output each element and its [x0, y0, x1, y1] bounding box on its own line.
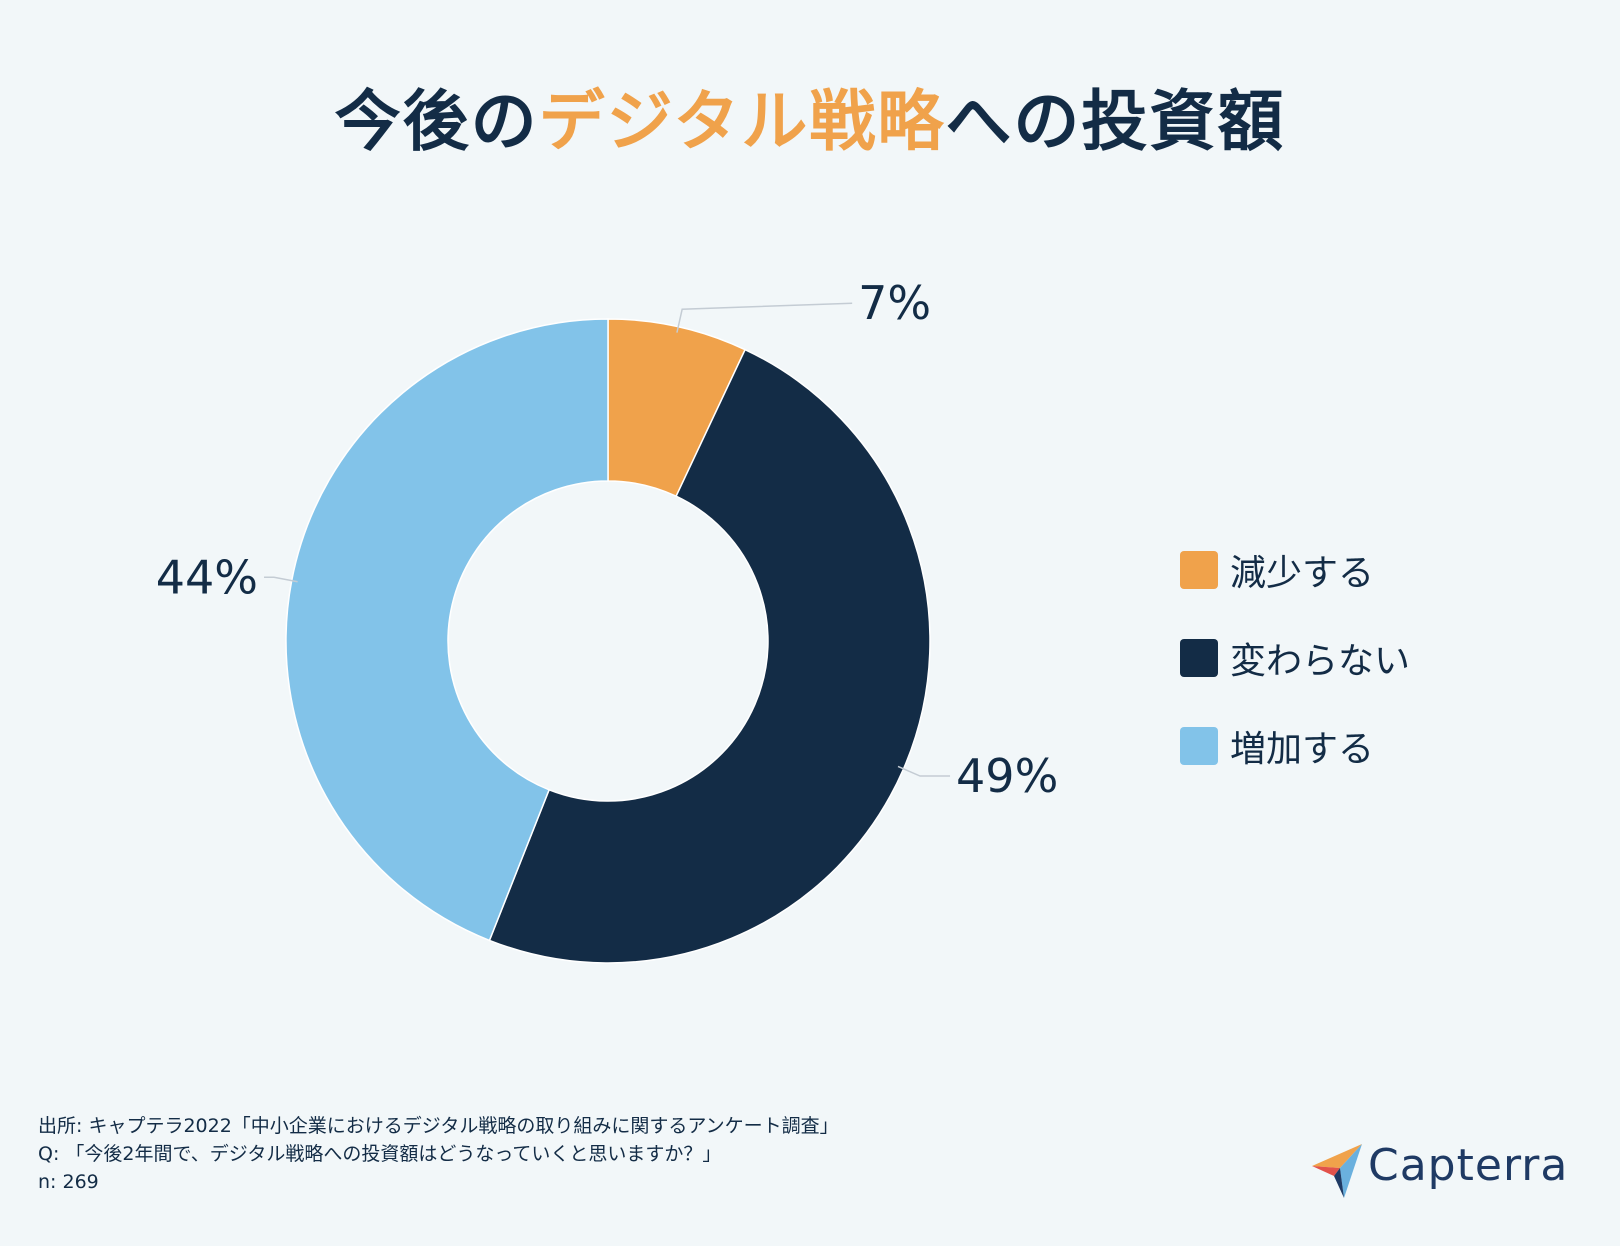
leader-line-decrease — [676, 302, 853, 333]
legend-label-increase: 増加する — [1230, 729, 1375, 770]
donut-chart: 7% 49% 44% — [156, 276, 1059, 964]
title-suffix: への投資額 — [945, 83, 1286, 160]
footer-notes: 出所: キャプテラ2022「中小企業におけるデジタル戦略の取り組みに関するアンケ… — [38, 1112, 839, 1196]
footer-question: Q: 「今後2年間で、デジタル戦略への投資額はどうなっていくと思いますか？」 — [38, 1143, 722, 1165]
leader-line-unchanged — [897, 765, 951, 777]
capterra-logo-text: Capterra — [1368, 1140, 1569, 1191]
percentage-labels: 7% 49% 44% — [156, 276, 1059, 803]
legend-item-decrease: 減少する — [1180, 526, 1410, 614]
footer-source: 出所: キャプテラ2022「中小企業におけるデジタル戦略の取り組みに関するアンケ… — [38, 1115, 839, 1137]
legend-label-unchanged: 変わらない — [1230, 641, 1411, 682]
legend-item-unchanged: 変わらない — [1180, 614, 1410, 702]
legend-label-decrease: 減少する — [1230, 553, 1375, 594]
leader-line-increase — [264, 576, 298, 583]
capterra-logo: Capterra — [1310, 1140, 1570, 1200]
legend-swatch-increase — [1180, 727, 1218, 765]
label-leader-lines — [264, 302, 951, 777]
chart-title: 今後のデジタル戦略への投資額 — [0, 68, 1620, 164]
title-highlight: デジタル戦略 — [538, 83, 946, 160]
pct-label-increase: 44% — [156, 550, 258, 604]
legend-swatch-decrease — [1180, 551, 1218, 589]
legend-item-increase: 増加する — [1180, 702, 1410, 790]
pct-label-decrease: 7% — [858, 276, 931, 330]
title-prefix: 今後の — [334, 83, 539, 160]
donut-slice-increase — [285, 318, 609, 942]
capterra-arrow-logo-icon — [1312, 1144, 1362, 1198]
pct-label-unchanged: 49% — [956, 749, 1058, 803]
footer-sample-size: n: 269 — [38, 1171, 99, 1193]
legend-swatch-unchanged — [1180, 639, 1218, 677]
legend: 減少する 変わらない 増加する — [1180, 526, 1410, 790]
donut-slices — [285, 318, 931, 964]
donut-slice-unchanged — [488, 348, 931, 964]
